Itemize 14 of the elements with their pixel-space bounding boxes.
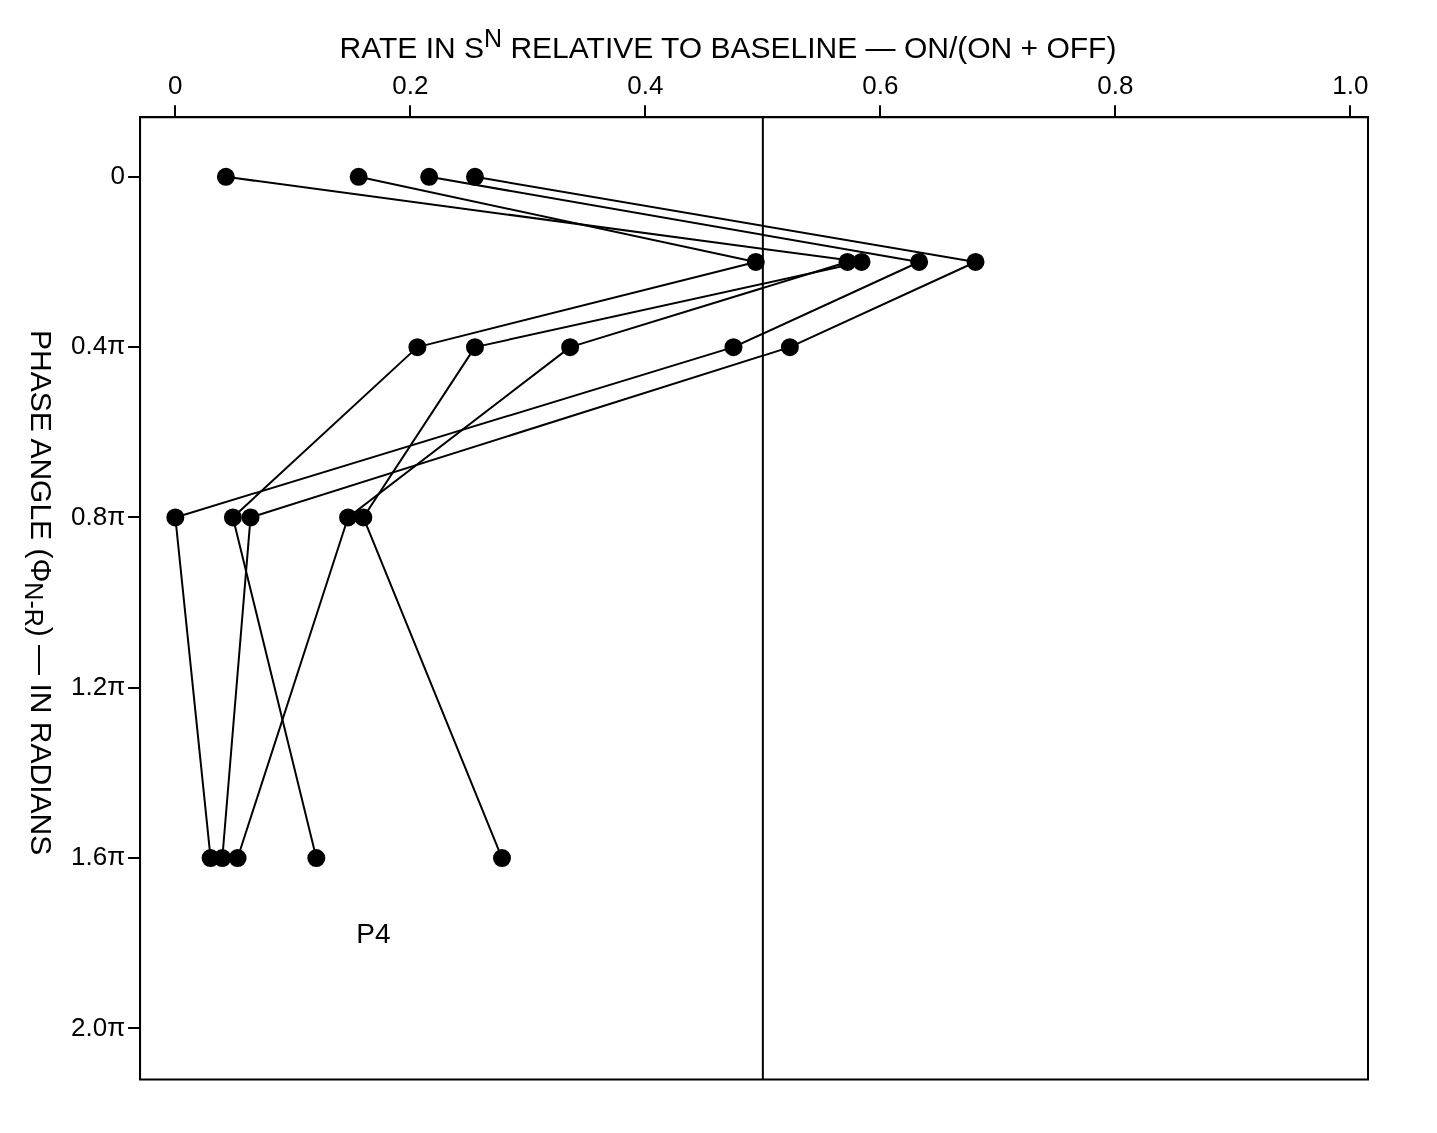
y-tick-label: 1.2π	[70, 670, 126, 701]
y-tick-label: 0.4π	[70, 330, 126, 361]
x-tick-label: 0.2	[392, 69, 429, 100]
y-tick-label: 1.6π	[70, 841, 126, 872]
x-tick-label: 0.6	[862, 69, 899, 100]
y-tick-label: 0	[110, 160, 126, 190]
x-tick-label: 0	[168, 69, 183, 100]
x-tick-label: 1.0	[1332, 69, 1369, 100]
y-tick-label: 2.0π	[70, 1011, 126, 1042]
x-tick-label: 0.4	[627, 69, 664, 100]
x-axis-title: RATE IN S$^{N}$ RELATIVE TO BASELINE — ON/(ON + OFF)	[338, 23, 1118, 66]
x-tick-label: 0.8	[1097, 69, 1134, 100]
annotation: P4	[356, 917, 391, 949]
y-tick-label: 0.8π	[70, 500, 126, 531]
